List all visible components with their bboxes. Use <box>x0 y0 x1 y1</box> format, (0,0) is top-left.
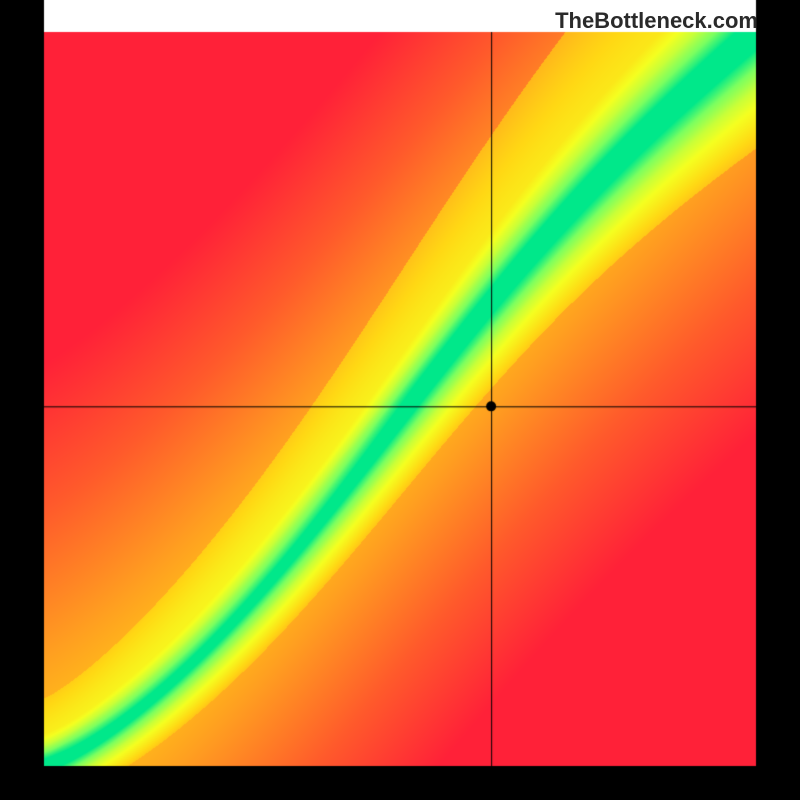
watermark-text: TheBottleneck.com <box>555 8 758 34</box>
bottleneck-heatmap <box>0 0 800 800</box>
chart-container: TheBottleneck.com <box>0 0 800 800</box>
